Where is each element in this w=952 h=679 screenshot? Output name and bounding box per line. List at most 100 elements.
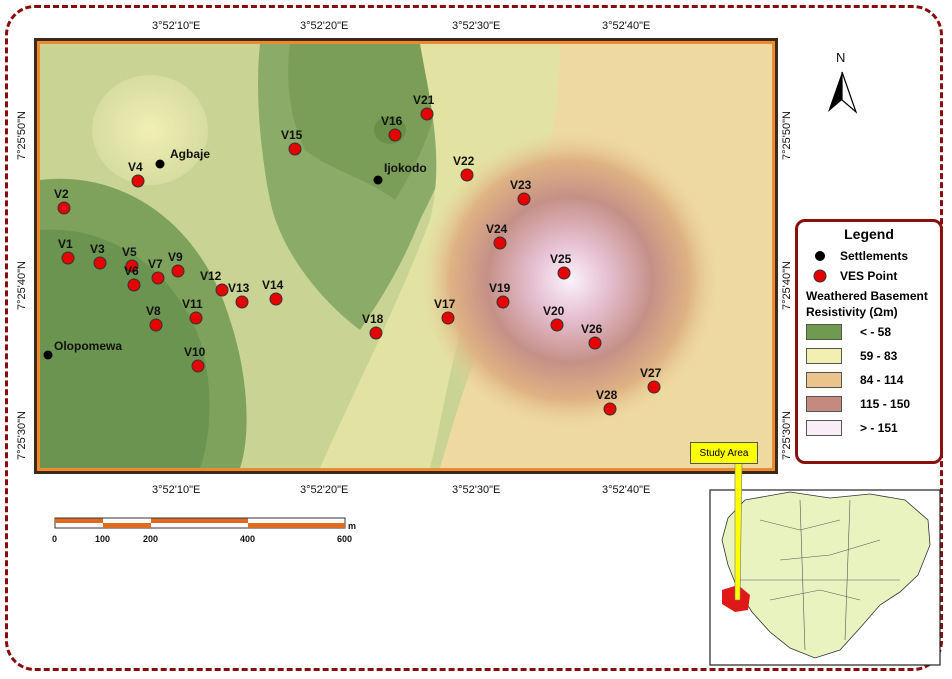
legend-class-4: 115 - 150 xyxy=(860,397,911,411)
high-zone xyxy=(420,130,720,430)
top-tick-1: 3°52'10"E xyxy=(152,20,201,32)
settlement-point-ijokodo xyxy=(373,175,383,185)
legend-swatch-5 xyxy=(806,420,842,436)
ves-label-v11: V11 xyxy=(182,297,203,311)
ves-label-v27: V27 xyxy=(640,366,662,380)
ves-point-v15 xyxy=(288,142,302,156)
ves-point-v21 xyxy=(420,107,434,121)
north-label: N xyxy=(836,50,846,65)
ves-point-v17 xyxy=(441,311,455,325)
ves-label-v2: V2 xyxy=(54,187,69,201)
top-tick-4: 3°52'40"E xyxy=(602,20,651,32)
ves-label-v13: V13 xyxy=(228,281,250,295)
scale-bar xyxy=(54,517,346,529)
ves-point-v3 xyxy=(93,256,107,270)
ves-label-v17: V17 xyxy=(434,297,456,311)
bottom-tick-3: 3°52'30"E xyxy=(452,484,501,496)
ves-point-v20 xyxy=(550,318,564,332)
ves-point-v10 xyxy=(191,359,205,373)
ves-label-v12: V12 xyxy=(200,269,222,283)
ves-point-v14 xyxy=(269,292,283,306)
legend-resistivity-title-1: Weathered Basement xyxy=(806,289,928,303)
scale-tick-100: 100 xyxy=(95,534,111,544)
ves-point-v22 xyxy=(460,168,474,182)
legend-class-3: 84 - 114 xyxy=(860,373,904,387)
ves-point-v13 xyxy=(235,295,249,309)
settlement-point-agbaje xyxy=(155,159,165,169)
ves-label-v8: V8 xyxy=(146,304,161,318)
ves-point-v12 xyxy=(215,283,229,297)
bottom-tick-4: 3°52'40"E xyxy=(602,484,651,496)
scale-tick-400: 400 xyxy=(240,534,256,544)
low-zone-north-core xyxy=(288,44,441,200)
legend-settlements: Settlements xyxy=(840,249,909,263)
settlement-label-ijokodo: Ijokodo xyxy=(384,161,427,175)
ves-point-v5 xyxy=(125,259,139,273)
ves-label-v3: V3 xyxy=(90,242,105,256)
ves-label-v22: V22 xyxy=(453,154,475,168)
ves-label-v5: V5 xyxy=(122,245,137,259)
ves-point-v18 xyxy=(369,326,383,340)
ves-point-v25 xyxy=(557,266,571,280)
top-tick-2: 3°52'20"E xyxy=(300,20,349,32)
legend-resistivity-title-2: Resistivity (Ωm) xyxy=(806,305,898,319)
ves-point-v1 xyxy=(61,251,75,265)
inset-map xyxy=(709,461,941,666)
ves-point-v28 xyxy=(603,402,617,416)
ves-label-v4: V4 xyxy=(128,160,143,174)
legend-class-5: > - 151 xyxy=(860,421,898,435)
ves-point-v9 xyxy=(171,264,185,278)
ves-point-v24 xyxy=(493,236,507,250)
ves-label-v16: V16 xyxy=(381,114,403,128)
ves-label-v6: V6 xyxy=(124,264,139,278)
legend-ves: VES Point xyxy=(840,269,898,283)
ves-point-v26 xyxy=(588,336,602,350)
ves-label-v9: V9 xyxy=(168,250,183,264)
ves-label-v1: V1 xyxy=(58,237,73,251)
settlement-legend-icon xyxy=(815,251,825,261)
ves-label-v20: V20 xyxy=(543,304,565,318)
legend-swatch-2 xyxy=(806,348,842,364)
ves-point-v2 xyxy=(57,201,71,215)
legend-swatch-4 xyxy=(806,396,842,412)
study-area-callout: Study Area xyxy=(690,442,758,464)
ves-label-v21: V21 xyxy=(413,93,435,107)
ves-label-v26: V26 xyxy=(581,322,603,336)
ves-label-v25: V25 xyxy=(550,252,572,266)
ves-point-v4 xyxy=(131,174,145,188)
low-zone-west-core xyxy=(40,229,210,468)
ves-point-v19 xyxy=(496,295,510,309)
ves-point-v7 xyxy=(151,271,165,285)
ves-label-v18: V18 xyxy=(362,312,384,326)
ves-point-v8 xyxy=(149,318,163,332)
legend: Legend Settlements VES Point Weathered B… xyxy=(795,219,943,464)
scale-tick-200: 200 xyxy=(143,534,159,544)
bottom-tick-1: 3°52'10"E xyxy=(152,484,201,496)
legend-swatch-3 xyxy=(806,372,842,388)
ves-label-v28: V28 xyxy=(596,388,618,402)
top-tick-3: 3°52'30"E xyxy=(452,20,501,32)
ves-label-v19: V19 xyxy=(489,281,511,295)
scale-tick-0: 0 xyxy=(52,534,58,544)
ves-label-v15: V15 xyxy=(281,128,303,142)
legend-class-2: 59 - 83 xyxy=(860,349,898,363)
scale-tick-600: 600 xyxy=(337,534,353,544)
north-arrow-icon xyxy=(828,71,858,114)
settlement-label-agbaje: Agbaje xyxy=(170,147,210,161)
ves-legend-icon xyxy=(813,269,827,283)
bottom-tick-2: 3°52'20"E xyxy=(300,484,349,496)
legend-class-1: < - 58 xyxy=(860,325,892,339)
scale-unit: m xyxy=(348,521,357,531)
settlement-label-olopomewa: Olopomewa xyxy=(54,339,122,353)
ves-label-v24: V24 xyxy=(486,222,508,236)
legend-swatch-1 xyxy=(806,324,842,340)
ves-label-v14: V14 xyxy=(262,278,284,292)
ves-point-v27 xyxy=(647,380,661,394)
legend-title: Legend xyxy=(844,226,894,242)
settlement-point-olopomewa xyxy=(43,350,53,360)
hill-zone xyxy=(92,75,208,185)
ves-label-v7: V7 xyxy=(148,257,163,271)
ves-point-v11 xyxy=(189,311,203,325)
